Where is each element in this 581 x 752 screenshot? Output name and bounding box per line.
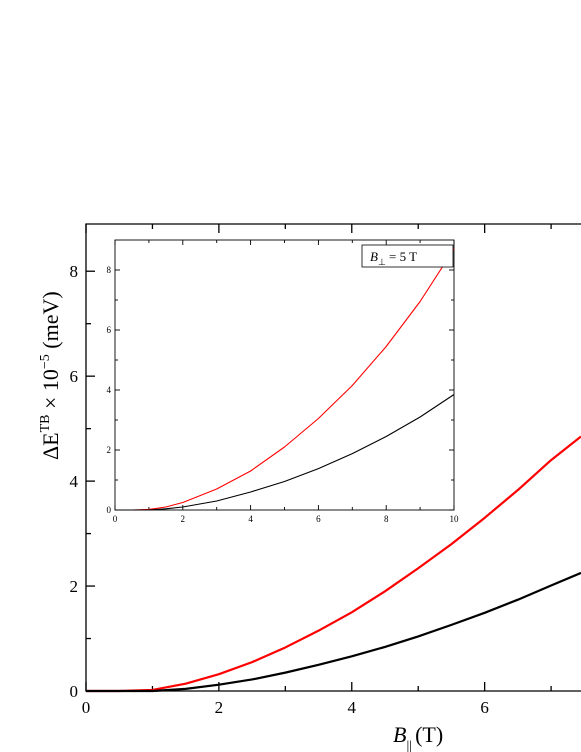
svg-text:ΔETB × 10−5 (meV): ΔETB × 10−5 (meV)	[38, 291, 63, 460]
inset-x-tick-label: 0	[113, 514, 118, 524]
main-series-line-0	[86, 435, 581, 693]
main-x-tick-label: 4	[348, 698, 357, 717]
annotation-box	[361, 244, 454, 268]
main-y-tick-label: 8	[70, 262, 79, 281]
main-x-axis-title: B|| (T)	[393, 722, 443, 752]
inset-annotation: B⊥ = 5 T	[361, 244, 454, 268]
main-y-tick-label: 4	[70, 472, 79, 491]
inset-x-tick-label: 10	[450, 514, 460, 524]
inset-y-tick-label: 6	[107, 325, 112, 335]
main-chart: 0 2 4 6 0 2 4 6 8	[70, 223, 581, 717]
inset-x-tick-label: 8	[384, 514, 389, 524]
main-y-tick-label: 0	[70, 682, 79, 701]
main-x-label-unit: (T)	[415, 722, 443, 747]
main-y-label-unit: (meV)	[38, 291, 63, 354]
inset-frame	[114, 239, 455, 511]
main-x-tick-label: 2	[215, 698, 224, 717]
annotation-symbol: B	[370, 249, 378, 264]
main-x-label-symbol: B	[393, 722, 406, 747]
main-x-tick-label: 6	[480, 698, 489, 717]
main-y-tick-label: 6	[70, 367, 79, 386]
main-y-label-superscript: TB	[38, 415, 53, 433]
svg-text:B||(T): B|| (T)	[393, 722, 443, 752]
main-frame	[85, 223, 581, 692]
inset-x-tick-label: 2	[181, 514, 186, 524]
inset-y-tick-label: 2	[107, 445, 112, 455]
main-x-label-subscript: ||	[406, 739, 412, 752]
inset-y-tick-label: 4	[107, 385, 112, 395]
main-y-label-times: × 10	[38, 369, 63, 414]
svg-text:B⊥ = 5 T: B⊥ = 5 T	[370, 249, 417, 267]
main-x-tick-label: 0	[82, 698, 91, 717]
inset-series-line-1	[115, 394, 455, 511]
inset-x-tick-label: 6	[316, 514, 321, 524]
inset-series-line-0	[115, 248, 455, 511]
inset-y-tick-label: 0	[107, 505, 112, 515]
inset-x-tick-label: 4	[248, 514, 253, 524]
main-series-line-1	[86, 571, 581, 693]
inset-y-tick-label: 8	[107, 265, 112, 275]
main-y-tick-label: 2	[70, 577, 79, 596]
main-y-axis-title: ΔETB × 10−5 (meV)	[38, 291, 63, 460]
main-y-label-exponent: −5	[38, 354, 53, 369]
main-y-label-prefix: ΔE	[38, 432, 63, 460]
annotation-value: = 5 T	[386, 249, 417, 264]
annotation-subscript: ⊥	[378, 257, 386, 267]
inset-chart: 0 2 4 6 8 10 0 2 4 6 8	[107, 239, 460, 524]
